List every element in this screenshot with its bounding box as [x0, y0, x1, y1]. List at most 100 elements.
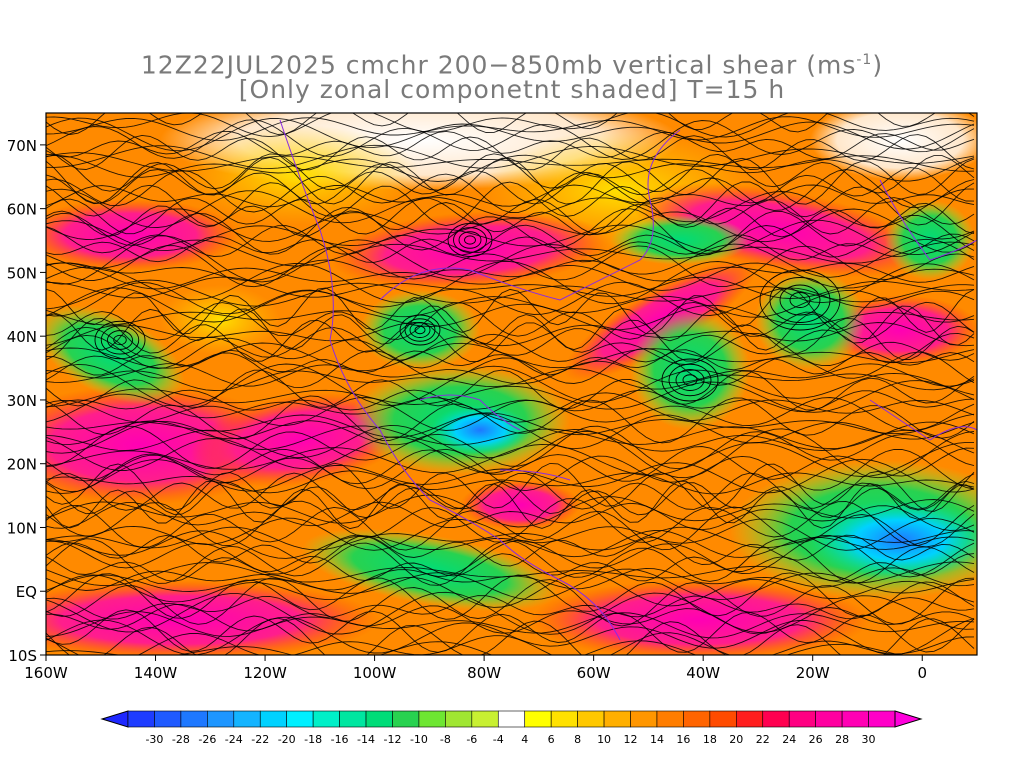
lat-tick-label: 40N [7, 328, 37, 346]
lon-tick-label: 160W [24, 664, 68, 682]
lon-tick-label: 120W [243, 664, 287, 682]
lon-tick-label: 20W [796, 664, 830, 682]
colorbar-swatch [339, 710, 367, 728]
streamline-vortex [759, 269, 841, 331]
streamline [46, 188, 974, 228]
streamline [46, 184, 975, 208]
streamline [46, 317, 975, 363]
streamline-vortex [404, 318, 436, 342]
colorbar-swatch [841, 710, 869, 728]
streamline [46, 347, 975, 388]
lat-tick-label: 20N [7, 456, 37, 474]
colorbar-label: -20 [278, 733, 296, 746]
colorbar-label: -10 [410, 733, 428, 746]
streamline-vortex [682, 374, 698, 386]
streamline [46, 219, 975, 256]
streamline [46, 553, 975, 582]
streamline [46, 534, 975, 578]
colorbar-label: 24 [782, 733, 796, 746]
colorbar-min-arrow [100, 710, 129, 728]
streamline [46, 458, 975, 494]
streamline-vortex [769, 277, 831, 323]
title-line-2: [Only zonal componetnt shaded] T=15 h [238, 75, 786, 104]
streamline [46, 152, 975, 172]
colorbar-swatch [392, 710, 420, 728]
streamline [46, 538, 975, 586]
colorbar-swatch [233, 710, 261, 728]
streamline [46, 144, 975, 170]
streamline [46, 202, 975, 238]
title-main-text: 12Z22JUL2025 cmchr 200−850mb vertical sh… [140, 50, 857, 80]
streamline-vortex [100, 325, 140, 355]
streamline [46, 130, 975, 160]
streamline [46, 208, 975, 243]
title-end-paren: ) [872, 50, 884, 80]
streamline [46, 517, 975, 551]
colorbar-label: -12 [383, 733, 401, 746]
colorbar-label: 12 [624, 733, 638, 746]
colorbar-swatch [127, 710, 155, 728]
colorbar-swatch [736, 710, 764, 728]
lat-tick-label: 70N [7, 137, 37, 155]
streamline [46, 617, 975, 655]
streamline [46, 441, 974, 477]
streamline [46, 349, 975, 376]
streamline [46, 259, 975, 283]
streamline [46, 153, 975, 194]
colorbar-label: 28 [835, 733, 849, 746]
colorbar-swatch [550, 710, 578, 728]
lat-tick-label: 10N [7, 519, 37, 537]
streamline-vortex [107, 330, 133, 350]
colorbar-swatch [762, 710, 790, 728]
streamline [46, 360, 975, 387]
colorbar-label: -14 [357, 733, 375, 746]
colorbar-swatch [154, 710, 182, 728]
colorbar-swatch [259, 710, 287, 728]
colorbar-label: 8 [574, 733, 581, 746]
shaded-field [46, 113, 977, 655]
colorbar-swatch [630, 710, 658, 728]
streamline [46, 156, 975, 205]
streamline [46, 113, 975, 138]
streamline [46, 154, 975, 182]
streamline [46, 494, 975, 528]
streamline [46, 169, 975, 214]
streamline [46, 498, 975, 547]
streamline [46, 181, 975, 227]
colorbar-swatch [497, 710, 526, 728]
streamline [46, 281, 975, 317]
lat-tick-label: 10S [8, 647, 37, 665]
colorbar-swatch [815, 710, 843, 728]
colorbar-swatch [180, 710, 208, 728]
streamline [46, 572, 975, 620]
streamline [46, 363, 975, 407]
colorbar-label: -22 [251, 733, 269, 746]
streamline [46, 197, 975, 235]
streamline [46, 534, 975, 567]
streamline [46, 235, 975, 285]
streamline [46, 167, 975, 205]
colorbar-swatch [868, 710, 896, 728]
colorbar-label: 18 [703, 733, 717, 746]
streamline [46, 632, 975, 655]
streamline [46, 470, 975, 495]
streamline [46, 119, 975, 160]
streamline-vortex [779, 284, 821, 316]
streamline [46, 609, 975, 653]
streamline-vortex [458, 231, 482, 249]
streamline-vortex [399, 314, 441, 346]
streamline [46, 462, 975, 512]
title-unit-superscript: -1 [856, 52, 873, 68]
colorbar-label: -30 [145, 733, 163, 746]
streamline-vortex [409, 322, 431, 338]
colorbar-label: -8 [440, 733, 451, 746]
streamline [46, 424, 975, 459]
streamline [46, 332, 975, 369]
colorbar-swatch [788, 710, 816, 728]
colorbar-swatch [603, 710, 631, 728]
streamline [46, 392, 975, 423]
title-line-1: 12Z22JUL2025 cmchr 200−850mb vertical sh… [0, 46, 1024, 79]
lon-tick-label: 80W [467, 664, 501, 682]
colorbar-label: 16 [676, 733, 690, 746]
colorbar-swatch [365, 710, 393, 728]
